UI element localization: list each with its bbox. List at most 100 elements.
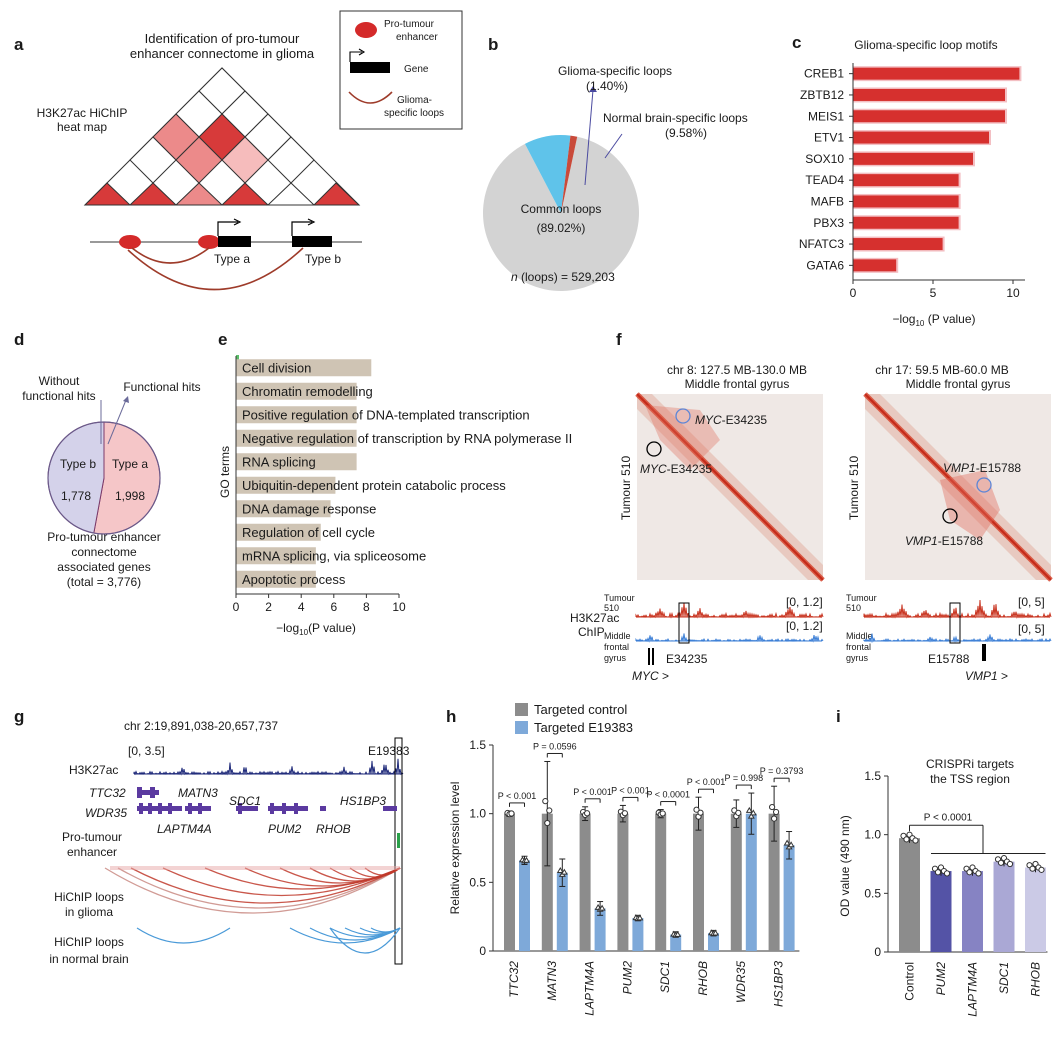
pie-d-slice-type-b bbox=[47, 421, 105, 534]
chip-signal bbox=[635, 633, 824, 643]
panel-a-title-line1: Identification of pro-tumour bbox=[145, 31, 300, 46]
bar-sox10 bbox=[853, 152, 973, 165]
loop-marker-icon bbox=[976, 477, 992, 493]
f-left-loop-label-bottom: MYC-E34235 bbox=[640, 462, 712, 476]
pie-b-slice-common-loops bbox=[483, 136, 640, 291]
point-control bbox=[697, 809, 704, 816]
chart-c: CREB1 ZBTB12 MEIS1 ETV1 SOX10 TEAD4 MAFB PBX3 NF… bbox=[799, 63, 1025, 300]
ytick-label: 0 bbox=[874, 945, 881, 959]
chart-e: Cell division Chromatin remodelling Positi… bbox=[233, 355, 572, 614]
legend-e19383: Targeted E19383 bbox=[534, 720, 633, 735]
enhancer-mark bbox=[397, 833, 400, 848]
gene-label-laptm4a: LAPTM4A bbox=[157, 822, 212, 836]
gene-icon bbox=[218, 236, 251, 247]
glioma-loop-arc bbox=[130, 867, 401, 904]
gene-label-rhob: RHOB bbox=[316, 822, 351, 836]
pie-b-value-common: (89.02%) bbox=[537, 221, 586, 235]
gene-label-matn3: MATN3 bbox=[178, 786, 218, 800]
bar-control-rhob bbox=[693, 813, 704, 951]
pie-d-typea-name: Type a bbox=[112, 457, 148, 471]
bar-control-hs1bp3 bbox=[768, 813, 780, 951]
chart-h: 0 0.5 1.0 1.5 P < 0.001 TTC32 P = 0.0596 MATN3 P… bbox=[469, 738, 803, 1016]
pie-d-typeb-name: Type b bbox=[60, 457, 96, 471]
loop-marker-icon bbox=[646, 441, 662, 457]
pie-chart-d bbox=[47, 421, 161, 535]
bar-rna-splicing bbox=[236, 453, 357, 471]
ytick-label-nfatc3: NFATC3 bbox=[799, 237, 844, 251]
bar-e19383-matn3 bbox=[556, 872, 568, 951]
glioma-loop-arc bbox=[279, 867, 401, 884]
genomic-track: Type a Type b bbox=[90, 218, 362, 291]
chip-tracks-left bbox=[635, 602, 824, 643]
data-point bbox=[1006, 860, 1014, 868]
f-right-track-tumour-line1: Tumour bbox=[846, 593, 877, 603]
ytick-label: 1.0 bbox=[469, 807, 486, 821]
chip-tracks-right bbox=[863, 599, 1052, 643]
bar-control-wdr35 bbox=[730, 813, 742, 951]
gene-icon bbox=[350, 62, 390, 73]
bar-rhob bbox=[1025, 867, 1046, 952]
bar-meis1 bbox=[853, 110, 1005, 123]
panel-label-e: e bbox=[218, 330, 227, 349]
bar-etv1 bbox=[853, 131, 989, 144]
p-value-label: P = 0.3793 bbox=[760, 766, 804, 776]
bar-negative-regulation-of-transcription-by-rna-polymerase-ii bbox=[236, 429, 357, 447]
gene-annotations bbox=[137, 787, 397, 814]
gene-icon bbox=[292, 236, 332, 247]
f-left-title-line1: chr 8: 127.5 MB-130.0 MB bbox=[667, 363, 807, 377]
pie-b-slice-glioma-specific-loops bbox=[561, 135, 578, 213]
ytick-label: 0.5 bbox=[864, 886, 881, 900]
f-left-track-normal-line1: Middle bbox=[604, 631, 631, 641]
data-point bbox=[997, 859, 1005, 866]
xtick-label: 10 bbox=[392, 600, 406, 614]
bar-e19383-wdr35 bbox=[745, 813, 757, 951]
xtick-label-hs1bp3: HS1BP3 bbox=[772, 961, 786, 1007]
panel-a-title-line2: enhancer connectome in glioma bbox=[130, 46, 315, 61]
bar-control-laptm4a bbox=[579, 813, 591, 951]
f-left-range-bottom: [0, 1.2] bbox=[786, 619, 823, 633]
ytick-label: 1.0 bbox=[864, 828, 881, 842]
p-value-label: P < 0.001 bbox=[573, 787, 612, 797]
bar-creb1 bbox=[853, 67, 1020, 80]
xtick-label-wdr35: WDR35 bbox=[734, 961, 748, 1003]
point-control bbox=[773, 808, 780, 816]
g-row-normal-line2: in normal brain bbox=[49, 952, 128, 966]
data-point bbox=[1029, 865, 1036, 872]
f-left-enhancer: E34235 bbox=[666, 652, 708, 666]
data-point bbox=[1038, 866, 1045, 873]
g-row-enhancer-line1: Pro-tumour bbox=[62, 830, 122, 844]
xtick-label-control: Control bbox=[903, 962, 917, 1001]
panel-a: a Identification of pro-tumour enhancer … bbox=[14, 10, 463, 291]
point-e19383 bbox=[749, 809, 757, 816]
gene-label-wdr35: WDR35 bbox=[85, 806, 127, 820]
bar-positive-regulation-of-dna-templated-transcription bbox=[236, 406, 357, 424]
go-term-label: DNA damage response bbox=[242, 501, 376, 516]
chart-i-ylabel: OD value (490 nm) bbox=[838, 815, 852, 916]
heatmap-triangle bbox=[83, 67, 361, 206]
point-control bbox=[771, 815, 778, 822]
panel-i: i CRISPRi targets the TSS region OD valu… bbox=[836, 707, 1048, 1017]
legend-swatch-control bbox=[515, 703, 528, 716]
f-left-ylabel: Tumour 510 bbox=[619, 456, 633, 521]
bar-laptm4a bbox=[962, 871, 983, 952]
f-right-loop-label-top: VMP1-E15788 bbox=[943, 461, 1021, 475]
g-range: [0, 3.5] bbox=[128, 744, 165, 758]
pie-d-typeb-value: 1,778 bbox=[61, 489, 91, 503]
xtick-label-laptm4a: LAPTM4A bbox=[966, 962, 980, 1017]
pie-d-without-line1: Without bbox=[39, 374, 80, 388]
bar-e19383-hs1bp3 bbox=[783, 845, 795, 951]
leader-line bbox=[584, 89, 594, 186]
point-control bbox=[544, 819, 551, 827]
point-control bbox=[769, 803, 776, 811]
xtick-label-laptm4a: LAPTM4A bbox=[583, 961, 597, 1016]
gene-label-hs1bp3: HS1BP3 bbox=[340, 794, 386, 808]
legend-loops-line1: Glioma- bbox=[397, 95, 432, 106]
type-a-label: Type a bbox=[214, 252, 250, 266]
bar-cell-division bbox=[236, 359, 372, 377]
xtick-label: 0 bbox=[850, 286, 857, 300]
ytick-label-mafb: MAFB bbox=[811, 194, 844, 208]
legend-loops-line2: specific loops bbox=[384, 108, 444, 119]
bar-nfatc3 bbox=[853, 238, 943, 251]
xtick-label-pum2: PUM2 bbox=[934, 962, 948, 996]
bar-pbx3 bbox=[853, 216, 959, 229]
